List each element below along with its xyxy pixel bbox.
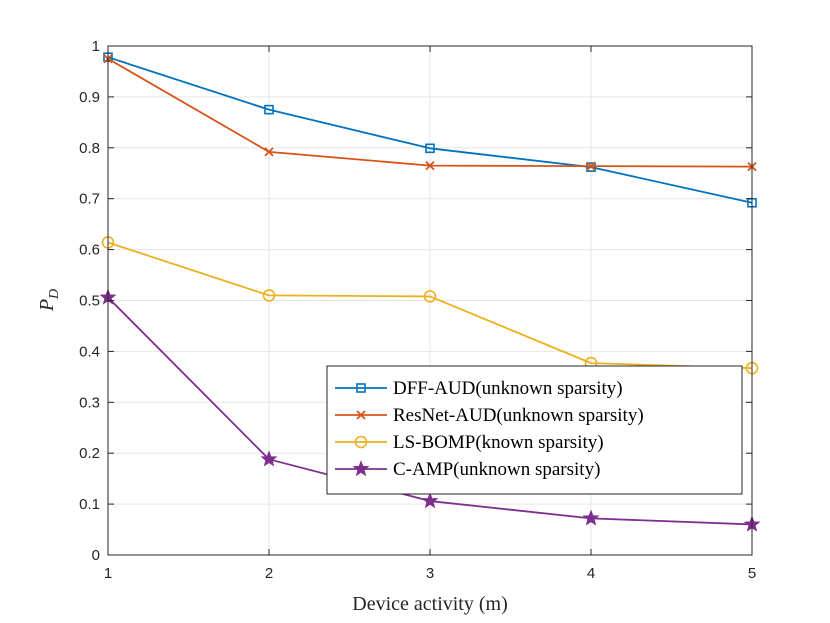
x-axis-label: Device activity (m) — [352, 593, 508, 615]
data-point-circle — [262, 289, 276, 302]
data-point-square — [425, 143, 435, 154]
legend-marker-circle — [354, 435, 368, 449]
x-tick-label: 5 — [748, 565, 756, 582]
data-point-square — [264, 104, 274, 115]
series-line — [107, 56, 753, 204]
legend-marker-square — [356, 383, 366, 393]
data-point-square — [586, 162, 596, 172]
data-point-x — [425, 160, 435, 171]
series-line — [107, 241, 753, 370]
legend-label: DFF-AUD(unknown sparsity) — [393, 378, 623, 399]
legend-label: ResNet-AUD(unknown sparsity) — [393, 405, 644, 426]
data-point-x — [586, 161, 596, 171]
legend-box — [326, 365, 743, 495]
data-point-x — [264, 147, 274, 157]
y-tick-label: 1 — [92, 38, 100, 55]
x-tick-label: 4 — [587, 565, 595, 582]
legend-label: LS-BOMP(known sparsity) — [393, 432, 604, 453]
y-tick-label: 0.9 — [79, 89, 100, 106]
legend-marker-x — [356, 410, 366, 420]
x-tick-label: 2 — [265, 565, 273, 582]
y-tick-label: 0.8 — [79, 140, 100, 157]
y-axis-label: PD — [36, 289, 62, 312]
y-tick-label: 0 — [92, 547, 100, 564]
y-tick-label: 0.3 — [79, 394, 100, 411]
y-tick-label: 0.1 — [79, 496, 100, 513]
legend-label: C-AMP(unknown sparsity) — [393, 459, 600, 480]
data-point-star — [421, 492, 439, 509]
legend-item-3: LS-BOMP(known sparsity) — [335, 432, 604, 453]
y-axis-label-subscript: D — [47, 289, 62, 300]
data-point-circle — [423, 290, 437, 303]
y-axis-label-main: P — [36, 299, 58, 312]
svg-text:PD: PD — [36, 289, 62, 312]
legend-item-1: DFF-AUD(unknown sparsity) — [335, 378, 623, 399]
data-point-star — [582, 509, 600, 526]
y-tick-label: 0.5 — [79, 293, 100, 310]
x-tick-label: 3 — [426, 565, 434, 582]
y-tick-label: 0.2 — [79, 445, 100, 462]
y-tick-label: 0.6 — [79, 242, 100, 259]
y-tick-label: 0.7 — [79, 191, 100, 208]
data-point-star — [260, 450, 278, 467]
legend: DFF-AUD(unknown sparsity) ResNet-AUD(unkn… — [326, 365, 743, 495]
axis-ticks: 1 2 3 4 5 0 0.1 0.2 0.3 0.4 0.5 0.6 0.7 0.8 0.9 1 — [79, 38, 756, 582]
y-tick-label: 0.4 — [79, 343, 100, 360]
x-tick-label: 1 — [104, 565, 112, 582]
legend-item-2: ResNet-AUD(unknown sparsity) — [335, 405, 644, 426]
legend-item-4: C-AMP(unknown sparsity) — [335, 459, 600, 480]
legend-marker-star — [352, 460, 370, 477]
